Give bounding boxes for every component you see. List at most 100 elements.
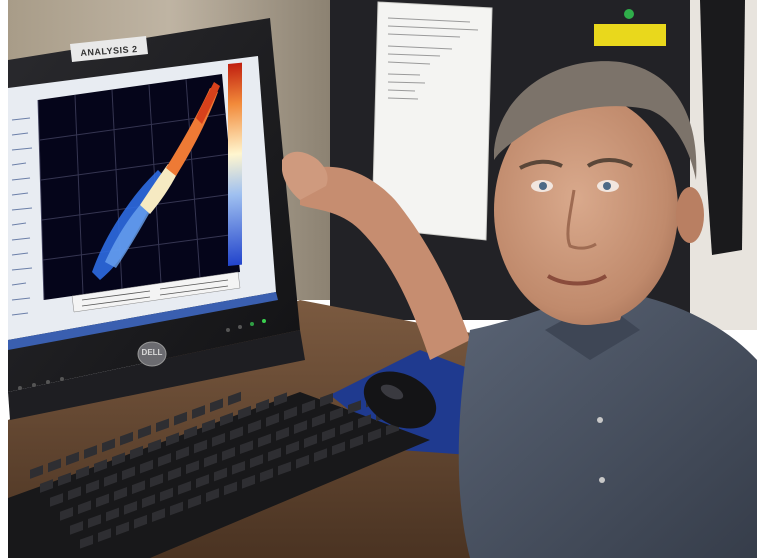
keyboard-key xyxy=(134,514,147,529)
person-shirt xyxy=(458,290,757,558)
keyboard-key xyxy=(186,460,199,475)
keyboard-key xyxy=(258,433,271,448)
keyboard-key xyxy=(206,488,219,502)
keyboard-key xyxy=(170,501,183,516)
keyboard-key xyxy=(238,405,251,420)
keyboard-key xyxy=(160,487,173,502)
keyboard-key xyxy=(224,481,237,496)
keyboard-key xyxy=(60,507,73,521)
keyboard-key xyxy=(158,453,171,467)
shirt-button-2 xyxy=(599,477,605,483)
keyboard-key xyxy=(166,432,179,447)
keyboard-key xyxy=(88,514,101,529)
mouse-icon xyxy=(363,371,437,429)
keyboard-key xyxy=(266,413,279,427)
keyboard-key xyxy=(106,507,119,522)
monitor-brand: DELL xyxy=(141,348,163,357)
shirt-button xyxy=(597,417,603,423)
monitor-screen xyxy=(8,56,278,350)
keyboard-key xyxy=(40,479,53,493)
keyboard-key xyxy=(50,493,63,507)
keyboard-key xyxy=(350,434,363,449)
keyboard-key xyxy=(314,448,327,462)
keyboard-key xyxy=(184,425,197,440)
keyboard-key xyxy=(220,412,233,427)
keyboard-key xyxy=(274,392,287,407)
keyboard-key xyxy=(138,425,151,439)
yellow-sticker xyxy=(594,24,666,46)
keyboard-key xyxy=(204,453,217,468)
keyboard-key xyxy=(98,528,111,543)
keyboard-key xyxy=(114,487,127,501)
keyboard-key xyxy=(192,405,205,419)
keyboard-key xyxy=(132,480,145,495)
keyboard-key xyxy=(94,459,107,473)
keyboard-key xyxy=(78,500,91,515)
keyboard-key xyxy=(320,392,333,407)
keyboard-key xyxy=(228,391,241,406)
keyboard-key xyxy=(302,399,315,414)
keyboard-key xyxy=(120,431,133,446)
keyboard-key xyxy=(202,419,215,433)
keyboard-key xyxy=(174,411,187,426)
keyboard-key xyxy=(142,494,155,509)
keyboard-key xyxy=(102,438,115,453)
keyboard-key xyxy=(214,467,227,482)
keyboard-key xyxy=(68,486,81,501)
keyboard-key xyxy=(70,520,83,535)
keyboard-key xyxy=(340,420,353,435)
keyboard-key xyxy=(248,419,261,434)
keyboard-key xyxy=(30,465,43,479)
keyboard-key xyxy=(232,460,245,475)
keyboard-key xyxy=(242,474,255,489)
keyboard-key xyxy=(48,458,61,473)
person-hand xyxy=(282,151,328,200)
keyboard-key xyxy=(268,447,281,462)
standing-person-legs xyxy=(700,0,745,255)
keyboard-key xyxy=(124,500,137,515)
keyboard-key xyxy=(348,400,361,415)
keyboard-key xyxy=(286,440,299,455)
keyboard-key xyxy=(86,479,99,494)
keyboard-key xyxy=(150,473,163,488)
keyboard-key xyxy=(212,433,225,447)
person-arm xyxy=(300,166,470,360)
keyboard-key xyxy=(168,467,181,481)
keyboard-key xyxy=(240,440,253,455)
keyboard-key xyxy=(80,534,93,549)
keyboard-key xyxy=(178,480,191,495)
keyboard-key xyxy=(284,406,297,421)
keyboard-key xyxy=(296,454,309,469)
keyboard-key xyxy=(66,451,79,466)
keyboard-key xyxy=(210,398,223,413)
keyboard-key xyxy=(256,399,269,413)
keyboard-key xyxy=(278,461,291,476)
keyboard-key xyxy=(304,434,317,448)
color-scale-bar xyxy=(228,62,242,267)
paper-sheet-icon xyxy=(371,1,493,241)
keyboard-key xyxy=(194,439,207,454)
keyboard-key xyxy=(276,426,289,441)
keyboard-key xyxy=(222,446,235,461)
keyboard-key xyxy=(188,494,201,509)
keyboard-key xyxy=(130,445,143,460)
keyboard-key xyxy=(140,459,153,474)
keyboard-key xyxy=(312,413,325,428)
keyboard-key xyxy=(330,406,343,421)
green-led xyxy=(624,9,634,19)
keyboard-key xyxy=(152,508,165,522)
person-icon xyxy=(494,61,704,325)
keyboard-key xyxy=(112,452,125,467)
keyboard-icon xyxy=(8,391,430,558)
keyboard-key xyxy=(294,420,307,435)
keyboard-key xyxy=(96,493,109,508)
keyboard-key xyxy=(358,414,371,428)
keyboard-key xyxy=(104,473,117,487)
keyboard-key xyxy=(332,441,345,456)
keyboard-key xyxy=(58,472,71,487)
keyboard-key xyxy=(368,428,381,442)
keyboard-key xyxy=(196,474,209,489)
keyboard-key xyxy=(260,468,273,482)
keyboard-key xyxy=(156,418,169,433)
